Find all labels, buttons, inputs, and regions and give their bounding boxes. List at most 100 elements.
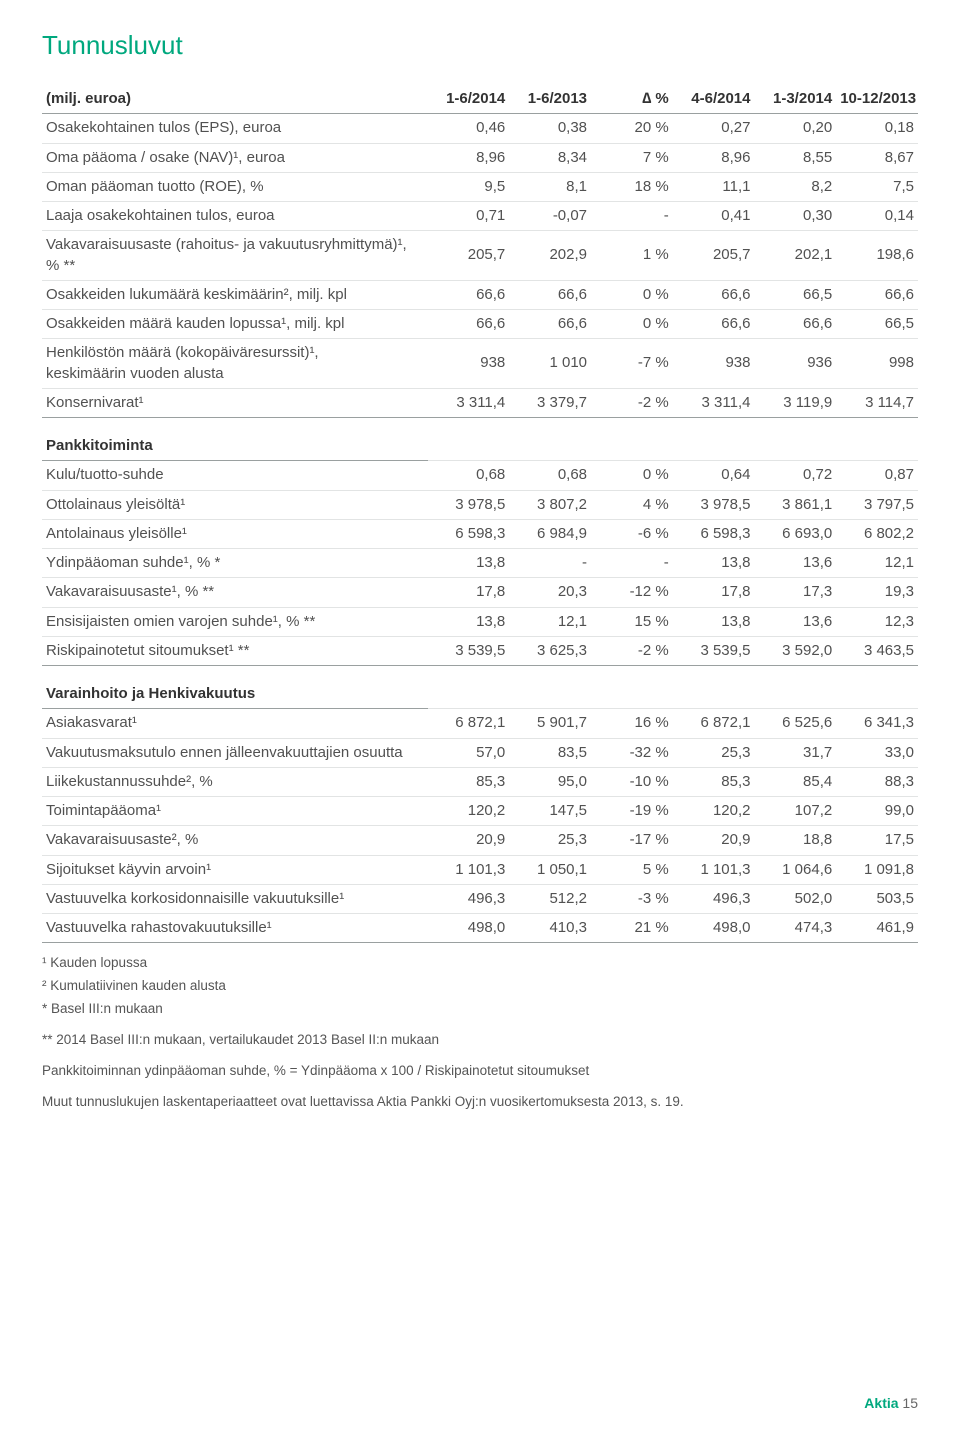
value-cell: 66,5 <box>754 280 836 309</box>
value-cell: 18 % <box>591 172 673 201</box>
column-header: 1-6/2014 <box>428 85 510 114</box>
table-row: Vakavaraisuusaste (rahoitus- ja vakuutus… <box>42 231 918 281</box>
value-cell: -32 % <box>591 738 673 767</box>
value-cell: 498,0 <box>673 914 755 943</box>
value-cell: 8,55 <box>754 143 836 172</box>
value-cell: 205,7 <box>673 231 755 281</box>
row-label: Oma pääoma / osake (NAV)¹, euroa <box>42 143 428 172</box>
value-cell: 3 592,0 <box>754 636 836 665</box>
value-cell: 6 984,9 <box>509 519 591 548</box>
table-row: Laaja osakekohtainen tulos, euroa0,71-0,… <box>42 202 918 231</box>
value-cell: 3 861,1 <box>754 490 836 519</box>
value-cell: 15 % <box>591 607 673 636</box>
value-cell: 13,6 <box>754 607 836 636</box>
value-cell: 3 978,5 <box>428 490 510 519</box>
value-cell: 66,6 <box>673 280 755 309</box>
value-cell: 498,0 <box>428 914 510 943</box>
value-cell: 3 797,5 <box>836 490 918 519</box>
value-cell: -6 % <box>591 519 673 548</box>
value-cell: 12,1 <box>509 607 591 636</box>
value-cell: 6 872,1 <box>428 709 510 738</box>
value-cell: 0,68 <box>509 461 591 490</box>
value-cell: 13,6 <box>754 549 836 578</box>
table-row: Ensisijaisten omien varojen suhde¹, % **… <box>42 607 918 636</box>
value-cell: -0,07 <box>509 202 591 231</box>
value-cell: 0 % <box>591 310 673 339</box>
value-cell: 1 101,3 <box>673 855 755 884</box>
column-header: (milj. euroa) <box>42 85 428 114</box>
section-header-empty <box>591 666 673 709</box>
row-label: Osakkeiden lukumäärä keskimäärin², milj.… <box>42 280 428 309</box>
value-cell: -12 % <box>591 578 673 607</box>
footnote: ² Kumulatiivinen kauden alusta <box>42 976 918 997</box>
value-cell: 202,1 <box>754 231 836 281</box>
column-header: 1-6/2013 <box>509 85 591 114</box>
value-cell: -7 % <box>591 339 673 389</box>
value-cell: 3 807,2 <box>509 490 591 519</box>
value-cell: 6 872,1 <box>673 709 755 738</box>
value-cell: 66,6 <box>754 310 836 339</box>
value-cell: 85,3 <box>428 767 510 796</box>
page-footer: Aktia 15 <box>864 1394 918 1413</box>
table-row: Konsernivarat¹3 311,43 379,7-2 %3 311,43… <box>42 388 918 417</box>
value-cell: 18,8 <box>754 826 836 855</box>
value-cell: 25,3 <box>673 738 755 767</box>
table-row: Ottolainaus yleisöltä¹3 978,53 807,24 %3… <box>42 490 918 519</box>
value-cell: 31,7 <box>754 738 836 767</box>
value-cell: 66,5 <box>836 310 918 339</box>
table-row: Osakkeiden lukumäärä keskimäärin², milj.… <box>42 280 918 309</box>
value-cell: 3 311,4 <box>428 388 510 417</box>
column-header: 10-12/2013 <box>836 85 918 114</box>
page: Tunnusluvut (milj. euroa)1-6/20141-6/201… <box>0 0 960 1429</box>
value-cell: 95,0 <box>509 767 591 796</box>
value-cell: 936 <box>754 339 836 389</box>
value-cell: 20,9 <box>428 826 510 855</box>
column-header: ∆ % <box>591 85 673 114</box>
table-row: Ydinpääoman suhde¹, % *13,8--13,813,612,… <box>42 549 918 578</box>
value-cell: -17 % <box>591 826 673 855</box>
row-label: Sijoitukset käyvin arvoin¹ <box>42 855 428 884</box>
value-cell: 83,5 <box>509 738 591 767</box>
table-row: Sijoitukset käyvin arvoin¹1 101,31 050,1… <box>42 855 918 884</box>
footnote: Muut tunnuslukujen laskentaperiaatteet o… <box>42 1092 918 1113</box>
value-cell: 0,38 <box>509 114 591 143</box>
value-cell: - <box>591 549 673 578</box>
value-cell: 0,14 <box>836 202 918 231</box>
section-header-empty <box>836 666 918 709</box>
value-cell: 17,8 <box>673 578 755 607</box>
value-cell: 0,27 <box>673 114 755 143</box>
row-label: Oman pääoman tuotto (ROE), % <box>42 172 428 201</box>
value-cell: 88,3 <box>836 767 918 796</box>
table-row: Vastuuvelka korkosidonnaisille vakuutuks… <box>42 884 918 913</box>
section-header-empty <box>836 418 918 461</box>
value-cell: 3 539,5 <box>673 636 755 665</box>
value-cell: 0,87 <box>836 461 918 490</box>
value-cell: 8,2 <box>754 172 836 201</box>
table-row: Toimintapääoma¹120,2147,5-19 %120,2107,2… <box>42 797 918 826</box>
value-cell: 147,5 <box>509 797 591 826</box>
row-label: Henkilöstön määrä (kokopäiväresurssit)¹,… <box>42 339 428 389</box>
value-cell: 12,1 <box>836 549 918 578</box>
row-label: Ottolainaus yleisöltä¹ <box>42 490 428 519</box>
row-label: Toimintapääoma¹ <box>42 797 428 826</box>
value-cell: 120,2 <box>673 797 755 826</box>
value-cell: 9,5 <box>428 172 510 201</box>
value-cell: 3 311,4 <box>673 388 755 417</box>
value-cell: 0 % <box>591 280 673 309</box>
value-cell: 0,41 <box>673 202 755 231</box>
value-cell: 3 463,5 <box>836 636 918 665</box>
value-cell: - <box>591 202 673 231</box>
row-label: Riskipainotetut sitoumukset¹ ** <box>42 636 428 665</box>
row-label: Vakavaraisuusaste (rahoitus- ja vakuutus… <box>42 231 428 281</box>
section-header-empty <box>591 418 673 461</box>
footnote: ¹ Kauden lopussa <box>42 953 918 974</box>
value-cell: 0,18 <box>836 114 918 143</box>
key-figures-table: (milj. euroa)1-6/20141-6/2013∆ %4-6/2014… <box>42 85 918 943</box>
value-cell: 0 % <box>591 461 673 490</box>
value-cell: 66,6 <box>509 280 591 309</box>
value-cell: 0,20 <box>754 114 836 143</box>
table-row: Kulu/tuotto-suhde0,680,680 %0,640,720,87 <box>42 461 918 490</box>
row-label: Vakavaraisuusaste¹, % ** <box>42 578 428 607</box>
footnote: ** 2014 Basel III:n mukaan, vertailukaud… <box>42 1030 918 1051</box>
value-cell: 7 % <box>591 143 673 172</box>
